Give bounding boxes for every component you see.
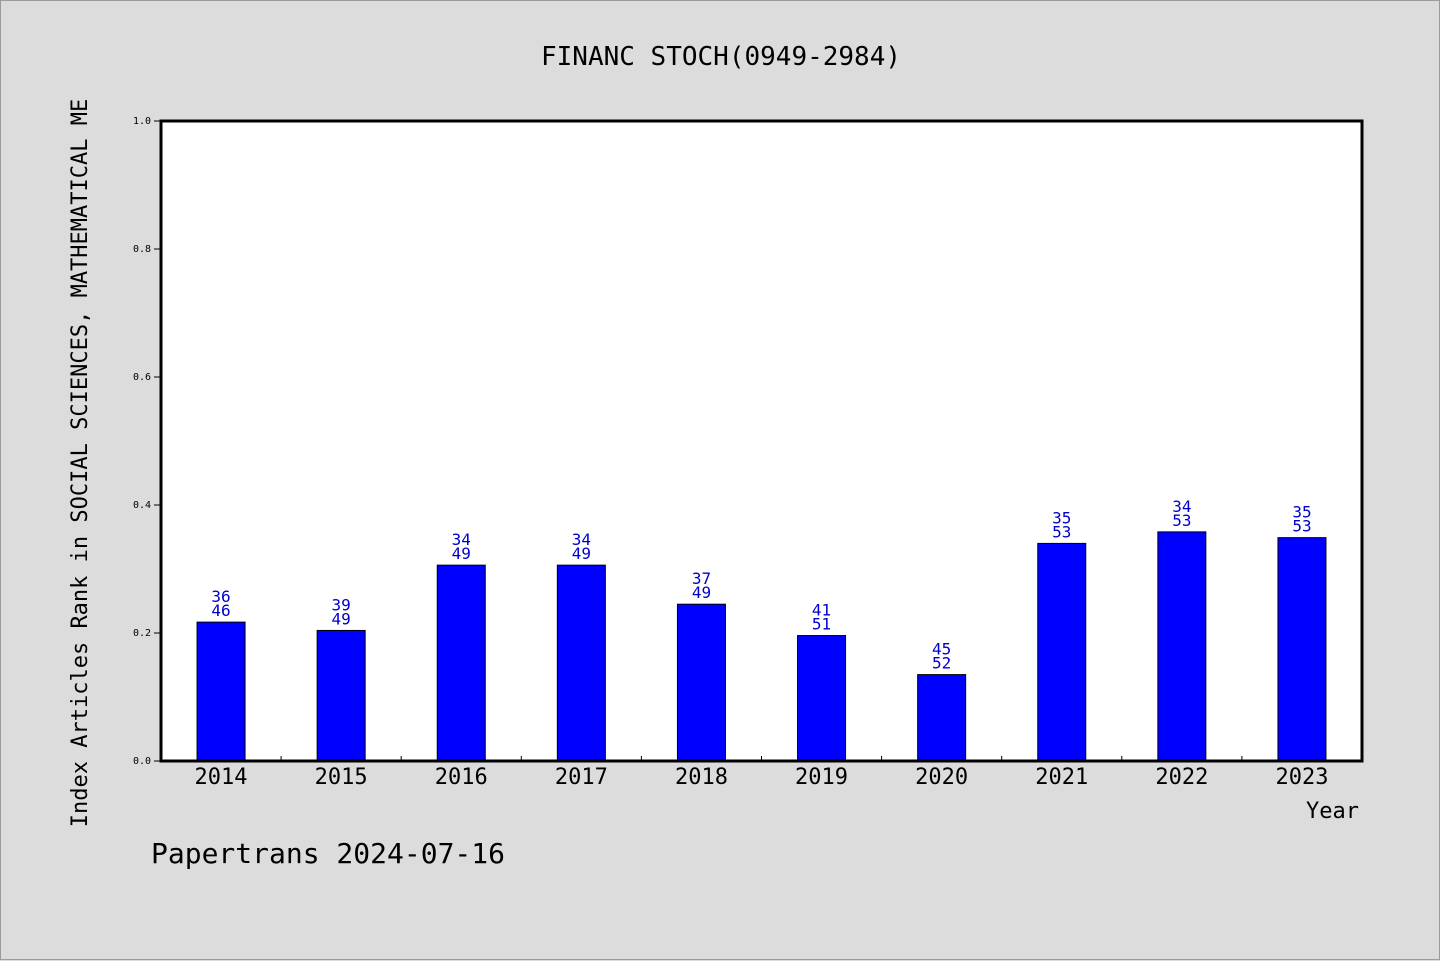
bar-2016: [436, 564, 486, 762]
bar-2017: [556, 564, 606, 762]
y-tick-label: 0.4: [133, 500, 151, 511]
rank-label: 35: [1052, 508, 1071, 527]
y-tick-label: 0.0: [133, 756, 151, 767]
x-tick-label: 2020: [915, 765, 968, 790]
y-tick-label: 1.0: [133, 116, 151, 127]
bar-2015: [316, 629, 366, 762]
x-tick-label: 2015: [315, 765, 368, 790]
rank-label: 36: [211, 587, 230, 606]
rank-label: 34: [1172, 497, 1191, 516]
x-tick-label: 2022: [1155, 765, 1208, 790]
bars: [196, 531, 1327, 762]
plot-border: [159, 119, 1364, 763]
total-label: 49: [572, 544, 591, 563]
total-label: 53: [1292, 517, 1311, 536]
total-label: 51: [812, 615, 831, 634]
x-axis-label: Year: [1306, 799, 1359, 824]
x-tick-label: 2018: [675, 765, 728, 790]
total-label: 46: [211, 601, 230, 620]
total-label: 53: [1172, 511, 1191, 530]
total-label: 49: [692, 583, 711, 602]
x-tick-label: 2017: [555, 765, 608, 790]
y-tick-label: 0.2: [133, 628, 151, 639]
plot-area: 0.00.20.40.60.81.0 2014 2015 2016 2017 2018 2…: [133, 116, 1364, 790]
chart-title: FINANC STOCH(0949-2984): [541, 42, 901, 72]
rank-label: 39: [332, 595, 351, 614]
y-tick-label: 0.6: [133, 372, 151, 383]
rank-label: 37: [692, 569, 711, 588]
rank-label: 41: [812, 601, 831, 620]
bar-2022: [1157, 531, 1207, 762]
rank-label: 34: [572, 530, 591, 549]
total-label: 49: [452, 544, 471, 563]
x-tick-label: 2021: [1035, 765, 1088, 790]
rank-label: 35: [1292, 503, 1311, 522]
footer-credit: Papertrans 2024-07-16: [151, 837, 505, 870]
bar-2019: [797, 635, 847, 762]
x-tick-label: 2019: [795, 765, 848, 790]
bar-2021: [1037, 542, 1087, 762]
total-label: 49: [332, 609, 351, 628]
x-tick-label: 2023: [1275, 765, 1328, 790]
y-axis-label: Index Articles Rank in SOCIAL SCIENCES, …: [68, 99, 93, 827]
bar-2020: [917, 674, 967, 762]
rank-label: 34: [452, 530, 471, 549]
rank-label: 45: [932, 640, 951, 659]
x-tick-label: 2014: [195, 765, 248, 790]
x-tick-label: 2016: [435, 765, 488, 790]
y-axis: 0.0 0.2 0.4 0.6 0.8 1.0: [133, 116, 161, 767]
total-label: 52: [932, 654, 951, 673]
bar-2014: [196, 621, 246, 762]
y-tick-label: 0.8: [133, 244, 151, 255]
x-axis: 2014 2015 2016 2017 2018 2019 2020 2021 2022 2023: [195, 756, 1328, 790]
bar-2023: [1277, 537, 1327, 762]
total-label: 53: [1052, 522, 1071, 541]
bar-2018: [676, 603, 726, 762]
